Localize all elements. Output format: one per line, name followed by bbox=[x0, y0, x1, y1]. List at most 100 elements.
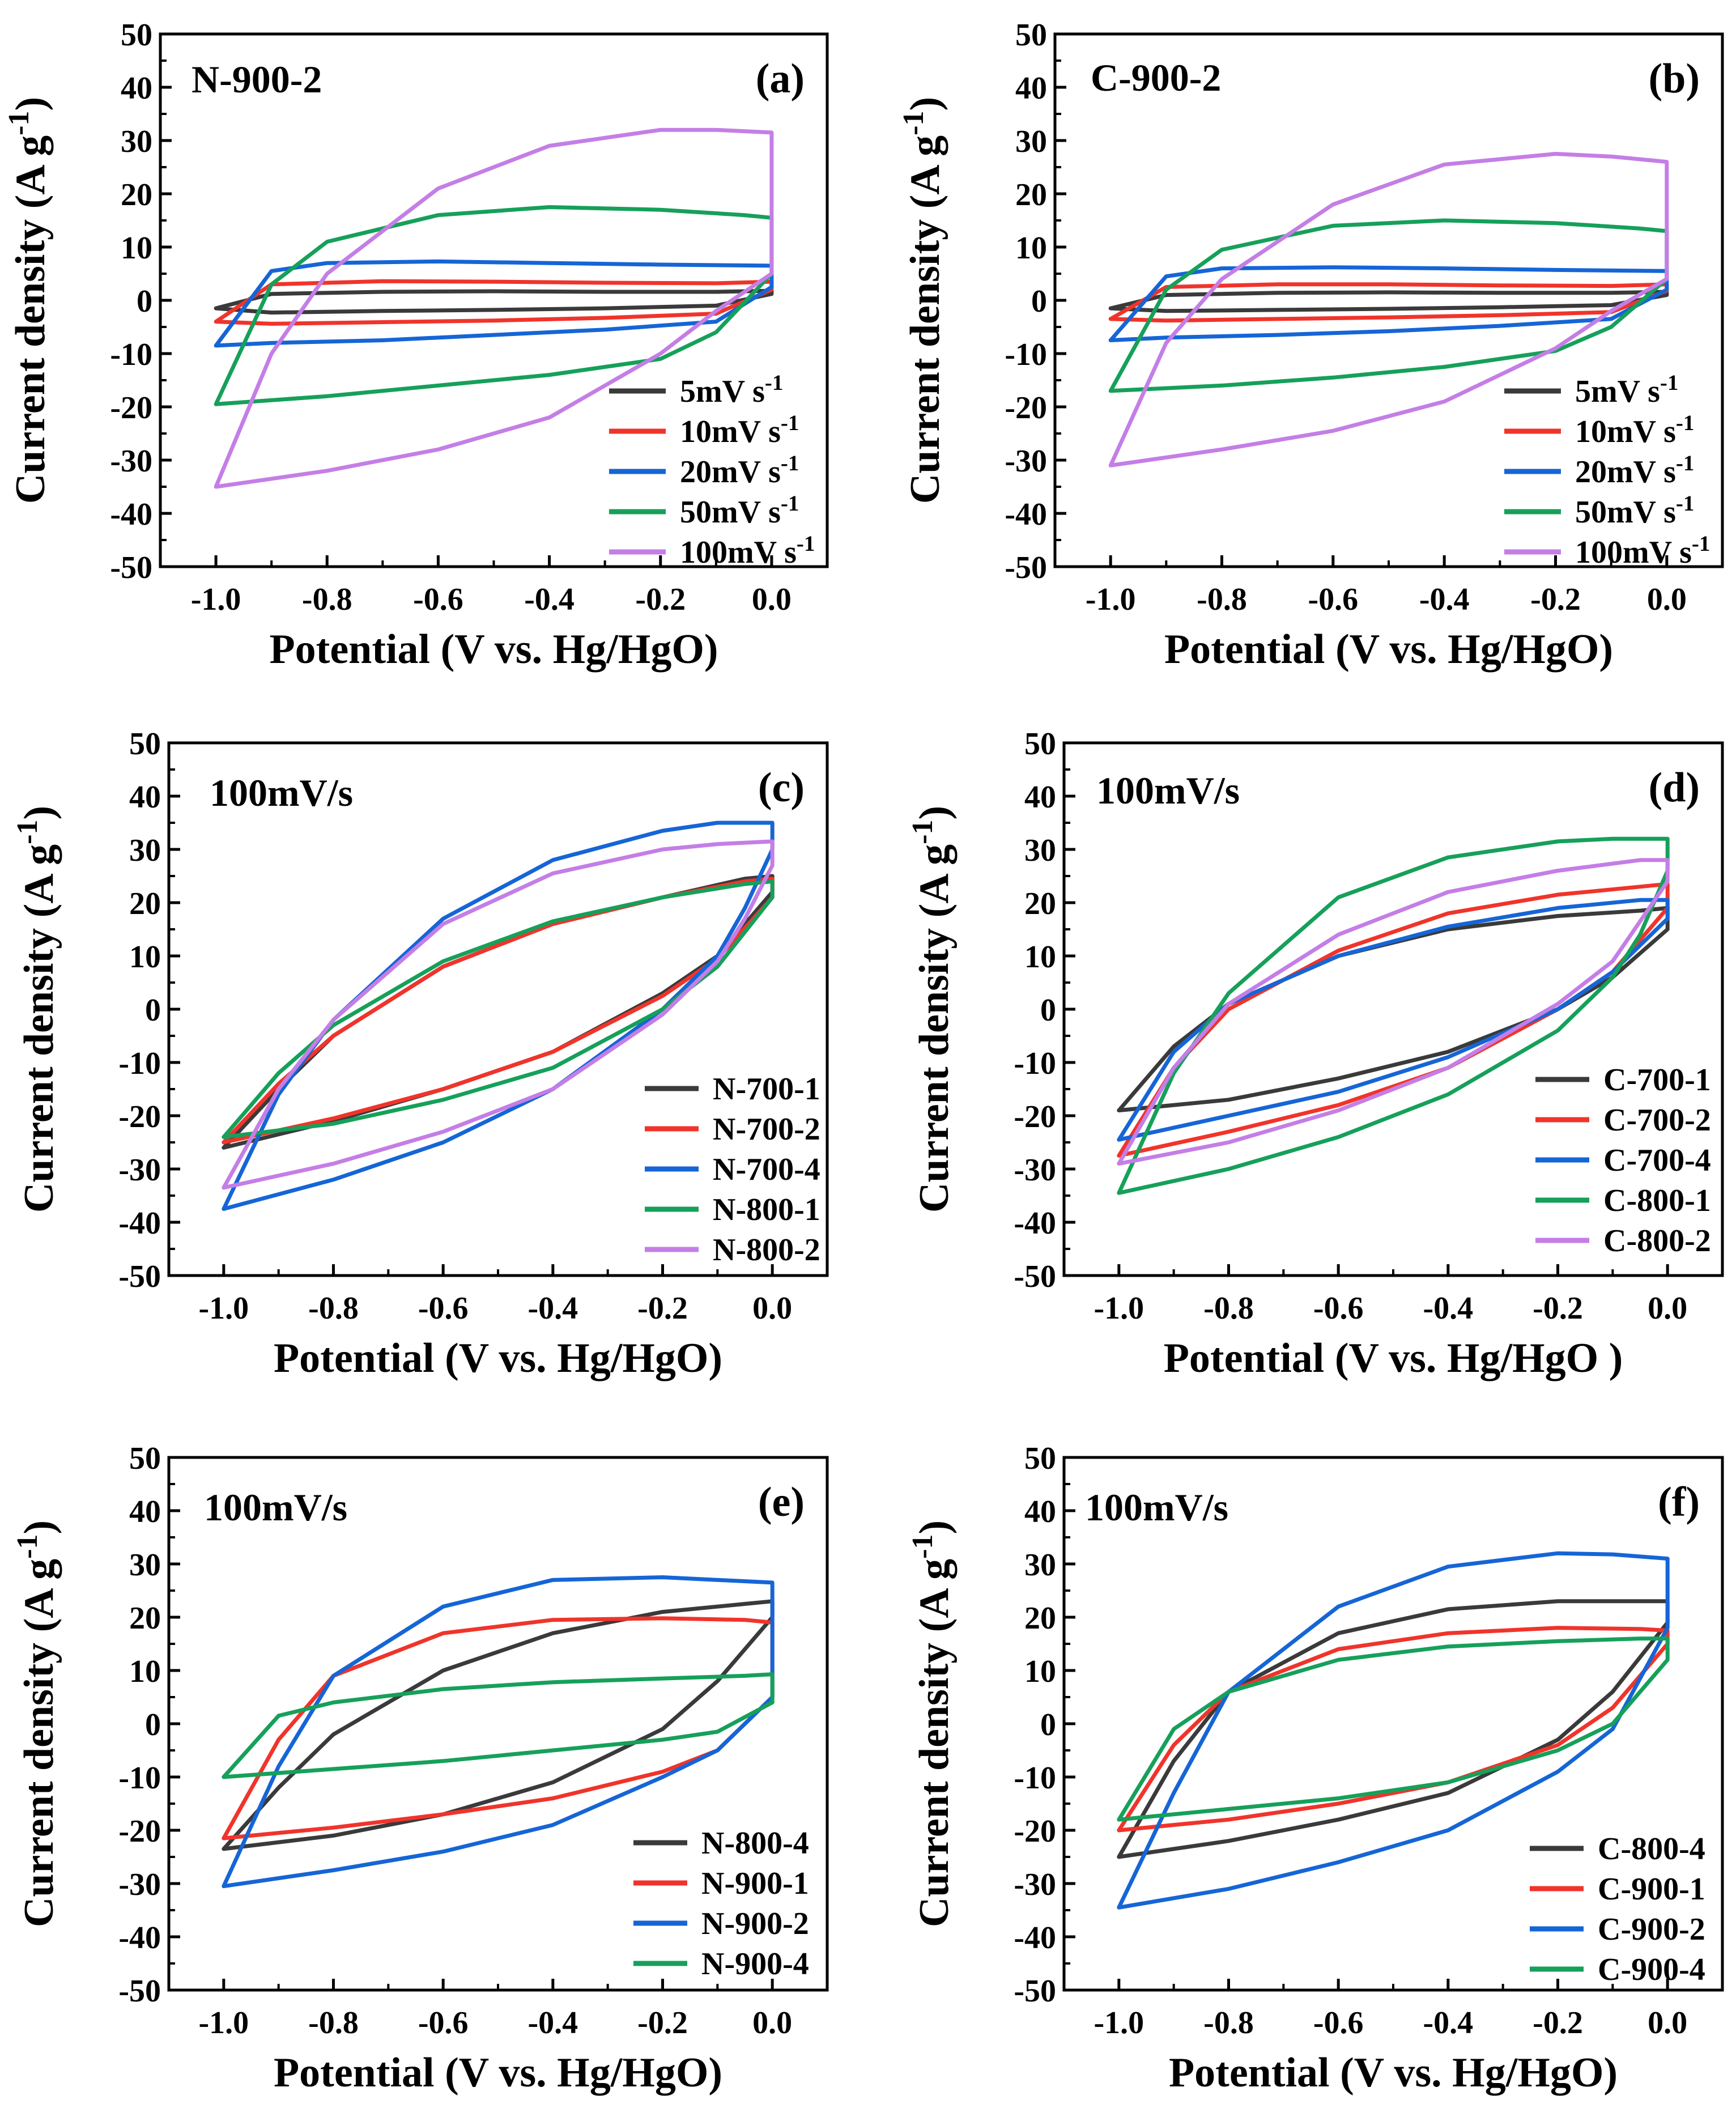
y-tick-label: -10 bbox=[1005, 337, 1047, 372]
y-axis-label: Current density (A g-1) bbox=[3, 97, 54, 504]
y-tick-label: -50 bbox=[110, 550, 152, 585]
sample-label: 100mV/s bbox=[1085, 1486, 1228, 1529]
panel-label: (d) bbox=[1649, 764, 1700, 811]
legend-label: N-700-4 bbox=[713, 1152, 820, 1187]
y-tick-label: 30 bbox=[129, 1548, 161, 1583]
y-tick-label: -40 bbox=[1005, 497, 1047, 532]
sample-label: 100mV/s bbox=[1096, 769, 1240, 812]
legend-label: 50mV s-1 bbox=[1575, 491, 1694, 530]
legend-label: C-800-1 bbox=[1603, 1183, 1711, 1218]
sample-label: 100mV/s bbox=[210, 771, 353, 814]
x-tick-label: -0.4 bbox=[1419, 582, 1470, 617]
legend-label: N-800-1 bbox=[713, 1192, 820, 1227]
y-tick-label: -50 bbox=[1005, 550, 1047, 585]
y-tick-label: -30 bbox=[1014, 1867, 1056, 1902]
y-tick-label: -50 bbox=[1014, 1974, 1056, 2009]
cv-curve-c-800-1 bbox=[1117, 836, 1670, 1195]
y-tick-label: 50 bbox=[129, 1441, 161, 1476]
legend-label: N-800-4 bbox=[701, 1826, 809, 1861]
cv-curve-5mv-s- bbox=[1108, 290, 1669, 313]
x-tick-label: -0.2 bbox=[637, 2005, 688, 2041]
x-tick-label: -0.8 bbox=[1203, 2005, 1254, 2041]
y-tick-label: 40 bbox=[1024, 780, 1056, 815]
y-tick-label: 40 bbox=[1015, 71, 1047, 106]
cv-curve-100mv-s- bbox=[214, 127, 774, 489]
y-tick-label: 20 bbox=[1024, 1601, 1056, 1636]
x-tick-label: -1.0 bbox=[1094, 2005, 1144, 2041]
y-tick-label: -50 bbox=[118, 1974, 161, 2009]
panel-f: -50 -40 -30 -20 -10 0 10 20 30 40 50 -1.0 -0.8 -0.6 -0… bbox=[907, 1441, 1724, 2096]
y-tick-label: 30 bbox=[1015, 124, 1047, 159]
y-tick-label: -10 bbox=[1014, 1046, 1056, 1081]
panel-d: -50 -40 -30 -20 -10 0 10 20 30 40 50 -1.0 -0.8 -0.6 -0… bbox=[907, 726, 1724, 1381]
y-tick-label: 0 bbox=[1031, 284, 1047, 319]
legend-label: N-900-4 bbox=[701, 1946, 809, 1982]
cv-curve-n-800-1 bbox=[222, 879, 775, 1140]
y-tick-label: 10 bbox=[129, 940, 161, 975]
cv-curve-n-800-4 bbox=[222, 1599, 775, 1851]
x-tick-label: -0.4 bbox=[528, 2005, 578, 2041]
x-tick-label: -0.2 bbox=[1530, 582, 1581, 617]
legend-label: C-800-4 bbox=[1598, 1831, 1705, 1867]
x-tick-label: -0.4 bbox=[524, 582, 575, 617]
cv-curve-c-800-2 bbox=[1117, 858, 1670, 1166]
y-axis-label: Current density (A g-1) bbox=[897, 97, 949, 504]
x-axis-label: Potential (V vs. Hg/HgO) bbox=[1169, 2050, 1618, 2096]
panel-label: (c) bbox=[758, 764, 805, 811]
x-tick-label: -0.2 bbox=[1533, 2005, 1583, 2041]
y-tick-label: 30 bbox=[1024, 1548, 1056, 1583]
x-tick-label: -0.2 bbox=[1533, 1291, 1583, 1326]
x-tick-label: -0.8 bbox=[1203, 1291, 1254, 1326]
panel-a: -50 -40 -30 -20 -10 0 10 20 30 40 50 -1.0 -0.8 -0.6 -0… bbox=[3, 18, 829, 673]
legend-label: N-900-1 bbox=[701, 1866, 809, 1901]
x-tick-label: 0.0 bbox=[752, 582, 792, 617]
x-tick-label: -0.8 bbox=[302, 582, 352, 617]
x-axis-label: Potential (V vs. Hg/HgO) bbox=[274, 2050, 722, 2096]
legend-label: 100mV s-1 bbox=[1575, 532, 1710, 571]
y-tick-label: 20 bbox=[1015, 177, 1047, 212]
y-tick-label: -30 bbox=[1014, 1153, 1056, 1188]
y-tick-label: -10 bbox=[118, 1761, 161, 1796]
y-tick-label: -20 bbox=[110, 390, 152, 426]
y-tick-label: 50 bbox=[1015, 18, 1047, 53]
plot-frame bbox=[1062, 1456, 1724, 1992]
y-tick-label: 20 bbox=[1024, 886, 1056, 921]
cv-curve-n-700-2 bbox=[222, 877, 775, 1145]
y-tick-label: -20 bbox=[1005, 390, 1047, 426]
x-tick-label: -1.0 bbox=[1086, 582, 1136, 617]
x-tick-label: -0.8 bbox=[308, 2005, 359, 2041]
legend-label: C-900-4 bbox=[1598, 1952, 1705, 1987]
y-tick-label: -30 bbox=[118, 1867, 161, 1902]
legend-label: N-700-1 bbox=[713, 1072, 820, 1107]
cv-curve-n-900-2 bbox=[222, 1575, 775, 1889]
x-tick-label: 0.0 bbox=[1647, 582, 1687, 617]
x-tick-label: 0.0 bbox=[1648, 1291, 1687, 1326]
panel-c: -50 -40 -30 -20 -10 0 10 20 30 40 50 -1.0 -0.8 -0.6 -0… bbox=[11, 726, 829, 1381]
x-tick-label: -0.6 bbox=[413, 582, 463, 617]
y-tick-label: 0 bbox=[1040, 993, 1056, 1028]
y-tick-label: -20 bbox=[1014, 1099, 1056, 1134]
y-axis-label: Current density (A g-1) bbox=[907, 806, 958, 1213]
y-tick-label: 50 bbox=[1024, 726, 1056, 762]
legend-label: C-700-2 bbox=[1603, 1103, 1711, 1138]
legend-label: N-700-2 bbox=[713, 1112, 820, 1147]
y-tick-label: 50 bbox=[1024, 1441, 1056, 1476]
legend-label: 5mV s-1 bbox=[1575, 371, 1678, 410]
y-tick-label: -40 bbox=[1014, 1206, 1056, 1241]
legend-label: C-700-1 bbox=[1603, 1062, 1711, 1098]
x-tick-label: -1.0 bbox=[191, 582, 241, 617]
x-tick-label: -0.6 bbox=[418, 1291, 469, 1326]
y-tick-label: -10 bbox=[118, 1046, 161, 1081]
cv-curve-c-900-4 bbox=[1117, 1636, 1670, 1822]
x-tick-label: -0.8 bbox=[308, 1291, 359, 1326]
y-tick-label: 0 bbox=[145, 1707, 161, 1742]
legend-label: 50mV s-1 bbox=[680, 491, 799, 530]
cv-curve-c-700-4 bbox=[1117, 898, 1670, 1142]
y-tick-label: 0 bbox=[145, 993, 161, 1028]
panel-e: -50 -40 -30 -20 -10 0 10 20 30 40 50 -1.0 -0.8 -0.6 -0… bbox=[11, 1441, 829, 2096]
cv-curve-n-900-4 bbox=[222, 1672, 775, 1779]
legend-label: 20mV s-1 bbox=[680, 451, 799, 490]
y-tick-label: 0 bbox=[1040, 1707, 1056, 1742]
cv-curve-10mv-s- bbox=[1108, 282, 1669, 323]
